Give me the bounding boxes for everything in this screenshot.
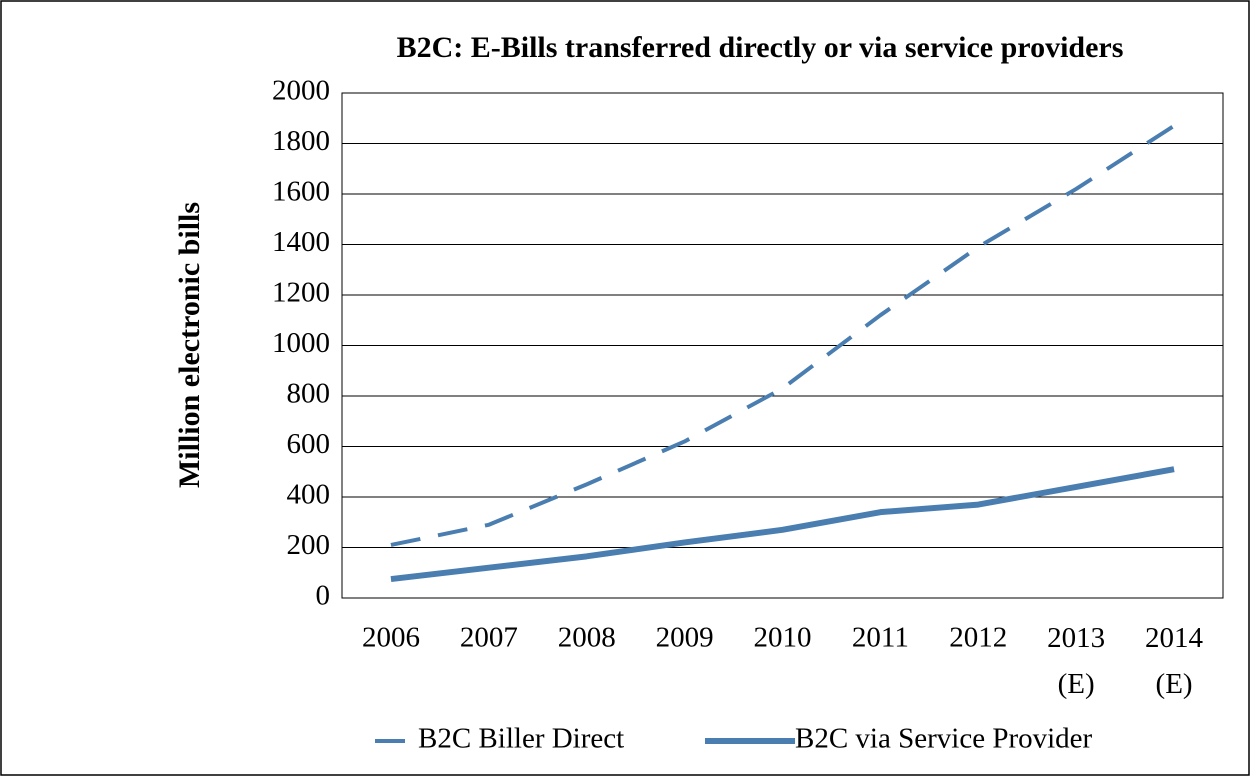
y-tick-label: 1000 — [272, 327, 330, 359]
y-tick-label: 0 — [316, 580, 331, 612]
legend-label: B2C via Service Provider — [795, 723, 1093, 755]
legend-label: B2C Biller Direct — [418, 723, 624, 755]
y-tick-label: 2000 — [272, 75, 330, 107]
plot-border — [341, 92, 1224, 599]
x-tick-label: 2013 (E) — [1047, 622, 1105, 700]
y-tick-label: 800 — [287, 378, 331, 410]
x-tick-label: 2009 — [656, 622, 714, 654]
y-tick-label: 1800 — [272, 125, 330, 157]
chart-title: B2C: E-Bills transferred directly or via… — [397, 31, 1124, 64]
line-series — [390, 124, 1176, 547]
y-axis-label: Million electronic bills — [173, 202, 206, 488]
x-tick-label: 2010 — [754, 622, 812, 654]
x-tick-label: 2014 (E) — [1145, 622, 1204, 700]
y-tick-label: 200 — [287, 529, 331, 561]
x-tick-label: 2011 — [852, 622, 909, 654]
x-tick-label: 2012 — [949, 622, 1007, 654]
y-tick-label: 1200 — [272, 277, 330, 309]
y-tick-label: 600 — [287, 428, 331, 460]
line-series — [390, 466, 1175, 583]
x-tick-label: 2007 — [460, 622, 518, 654]
y-tick-label: 400 — [287, 479, 331, 511]
x-tick-label: 2006 — [362, 622, 420, 654]
x-tick-label: 2008 — [558, 622, 616, 654]
y-tick-label: 1600 — [272, 176, 330, 208]
y-tick-label: 1400 — [272, 226, 330, 258]
